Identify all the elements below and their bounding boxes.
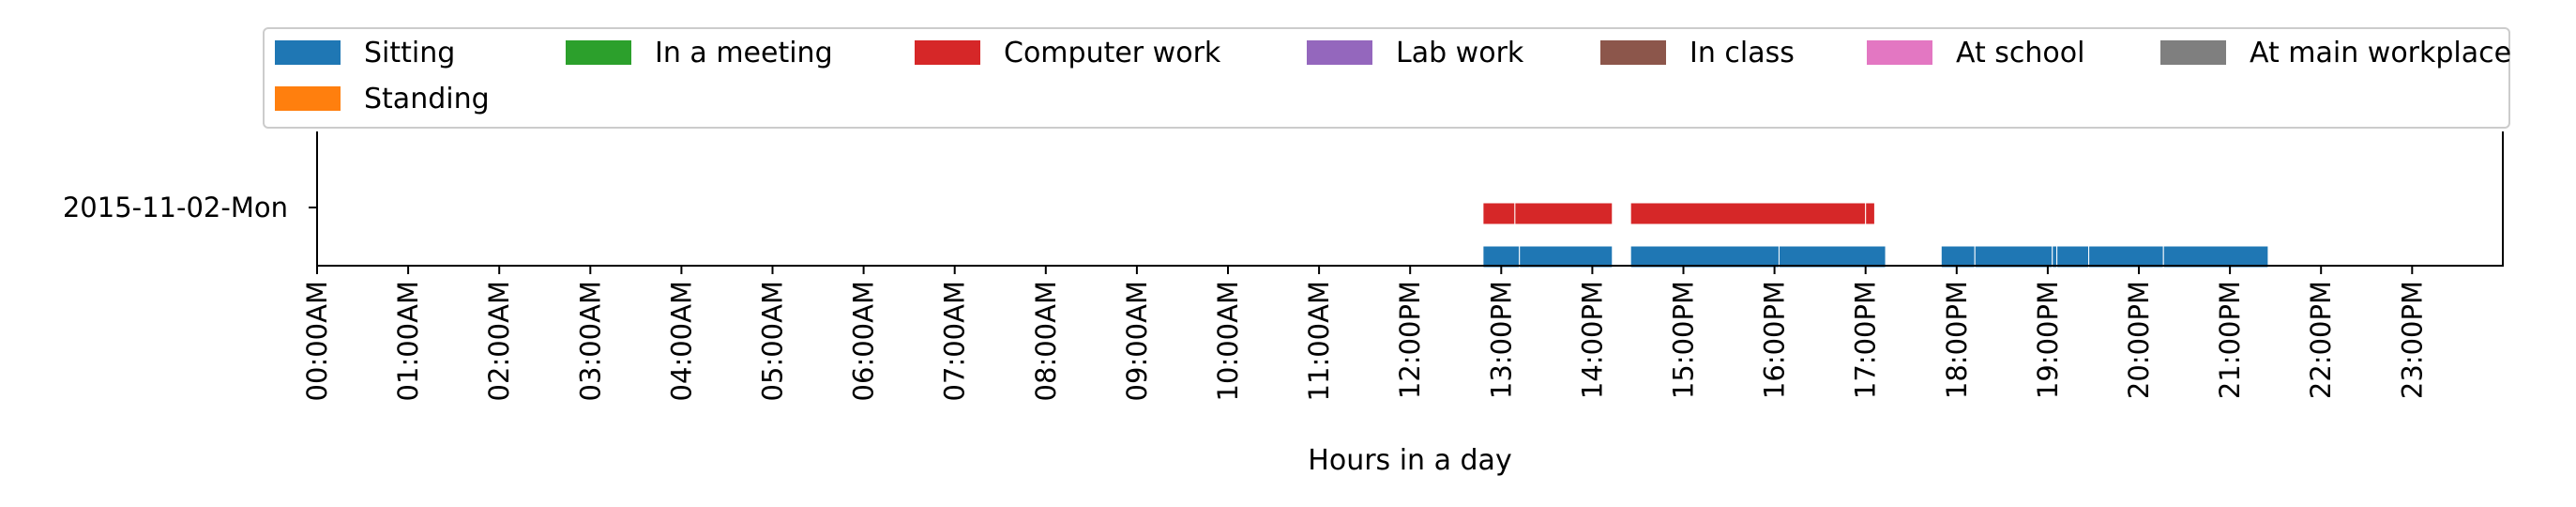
x-tick-label: 13:00PM [1485, 281, 1517, 399]
standing-legend-swatch [275, 86, 341, 111]
sitting-bar [2162, 245, 2269, 269]
x-tick-label: 03:00AM [574, 281, 606, 401]
at-main-workplace-legend-label: At main workplace [2250, 37, 2511, 69]
sitting-bar [1629, 245, 1780, 269]
in-a-meeting-legend-swatch [566, 40, 631, 65]
lab-work-legend-label: Lab work [1396, 37, 1524, 69]
x-tick-label: 20:00PM [2123, 281, 2155, 399]
computer-work-legend-swatch [915, 40, 980, 65]
sitting-bar [1940, 245, 1976, 269]
y-ticks: 2015-11-02-Mon [63, 192, 317, 223]
in-a-meeting-legend-label: In a meeting [655, 37, 833, 69]
x-tick-label: 04:00AM [665, 281, 697, 401]
sitting-bar [1519, 245, 1614, 269]
x-tick-label: 16:00PM [1759, 281, 1791, 399]
sitting-legend-label: Sitting [364, 37, 455, 69]
sitting-bar [1778, 245, 1887, 269]
at-school-legend-swatch [1867, 40, 1932, 65]
sitting-bar [2056, 245, 2090, 269]
computer-work-bar [1482, 202, 1516, 225]
legend: Sitting Standing In a meeting Computer work… [263, 27, 2511, 129]
x-tick-label: 15:00PM [1668, 281, 1700, 399]
x-tick-label: 22:00PM [2305, 281, 2337, 399]
computer-work-legend-label: Computer work [1004, 37, 1221, 69]
x-axis-label: Hours in a day [1308, 444, 1511, 477]
standing-legend-label: Standing [364, 83, 490, 115]
computer-work-bar [1514, 202, 1614, 225]
x-tick-label: 21:00PM [2214, 281, 2246, 399]
in-class-legend-swatch [1600, 40, 1666, 65]
x-tick-label: 23:00PM [2396, 281, 2428, 399]
sitting-bar [2088, 245, 2164, 269]
x-tick-label: 09:00AM [1121, 281, 1153, 401]
x-ticks: 00:00AM 01:00AM 02:00AM 03:00AM 04:00AM 05:00… [301, 266, 2428, 401]
x-tick-label: 06:00AM [848, 281, 880, 401]
in-class-legend-label: In class [1690, 37, 1795, 69]
sitting-legend-swatch [275, 40, 341, 65]
computer-work-bar [1629, 202, 1867, 225]
sitting-bar [2052, 245, 2058, 269]
x-tick-label: 18:00PM [1941, 281, 1973, 399]
sitting-bar [1974, 245, 2053, 269]
at-main-workplace-legend-swatch [2160, 40, 2226, 65]
x-tick-label: 11:00AM [1303, 281, 1335, 401]
y-tick-label: 2015-11-02-Mon [63, 192, 288, 223]
x-tick-label: 17:00PM [1850, 281, 1882, 399]
x-tick-label: 10:00AM [1212, 281, 1244, 401]
computer-work-bar [1865, 202, 1875, 225]
x-tick-label: 07:00AM [939, 281, 971, 401]
x-tick-label: 14:00PM [1576, 281, 1608, 399]
x-tick-label: 19:00PM [2032, 281, 2064, 399]
x-tick-label: 01:00AM [392, 281, 424, 401]
x-tick-label: 05:00AM [757, 281, 789, 401]
x-tick-label: 12:00PM [1394, 281, 1426, 399]
sitting-bar [1482, 245, 1521, 269]
at-school-legend-label: At school [1956, 37, 2084, 69]
x-tick-label: 08:00AM [1030, 281, 1062, 401]
x-tick-label: 02:00AM [483, 281, 515, 401]
legend-box [263, 27, 2510, 129]
bars-layer [1482, 202, 2269, 269]
lab-work-legend-swatch [1307, 40, 1372, 65]
x-tick-label: 00:00AM [301, 281, 333, 401]
